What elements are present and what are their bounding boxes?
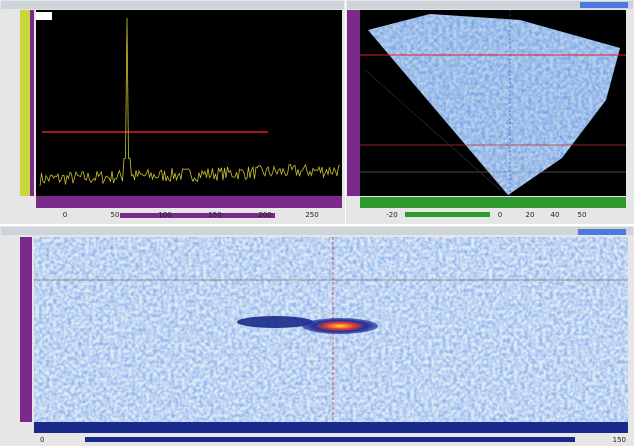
tick-label: 0 [63, 211, 67, 219]
indication-core [302, 318, 378, 334]
color-palette [580, 2, 628, 8]
tick-label: 20 [526, 211, 535, 219]
title-bar [1, 227, 633, 235]
scroll-bar[interactable] [85, 437, 575, 442]
tick-label: -20 [386, 211, 397, 219]
tick-label: 50 [111, 211, 120, 219]
tick-label: 250 [305, 211, 318, 219]
scroll-bar[interactable] [120, 213, 275, 218]
s-scan-panel: -20 0 20 40 50 [346, 0, 634, 224]
tick-label: 0 [40, 436, 44, 444]
tick-label: 150 [613, 436, 626, 444]
bottom-ruler [360, 197, 626, 208]
bottom-ruler [36, 196, 342, 208]
scroll-bar[interactable] [405, 212, 490, 217]
color-palette [578, 229, 626, 235]
side-ruler [20, 237, 32, 422]
c-scan-panel: 0 150 [0, 226, 634, 446]
title-bar [1, 1, 344, 9]
a-scan-plot [36, 10, 342, 196]
tick-label: 200 [258, 211, 271, 219]
tick-label: 40 [551, 211, 560, 219]
tick-label: 50 [578, 211, 587, 219]
tick-label: 150 [208, 211, 221, 219]
bottom-ruler [34, 422, 628, 433]
side-ruler-edge [30, 10, 34, 196]
a-scan-panel: 0 50 100 150 200 250 [0, 0, 345, 224]
tick-label: 0 [498, 211, 502, 219]
gate-marker [36, 12, 52, 20]
tick-label: 100 [158, 211, 171, 219]
side-ruler [347, 10, 360, 196]
indication-tail [237, 316, 313, 328]
app-window: 0 50 100 150 200 250 -20 0 20 40 50 [0, 0, 634, 446]
